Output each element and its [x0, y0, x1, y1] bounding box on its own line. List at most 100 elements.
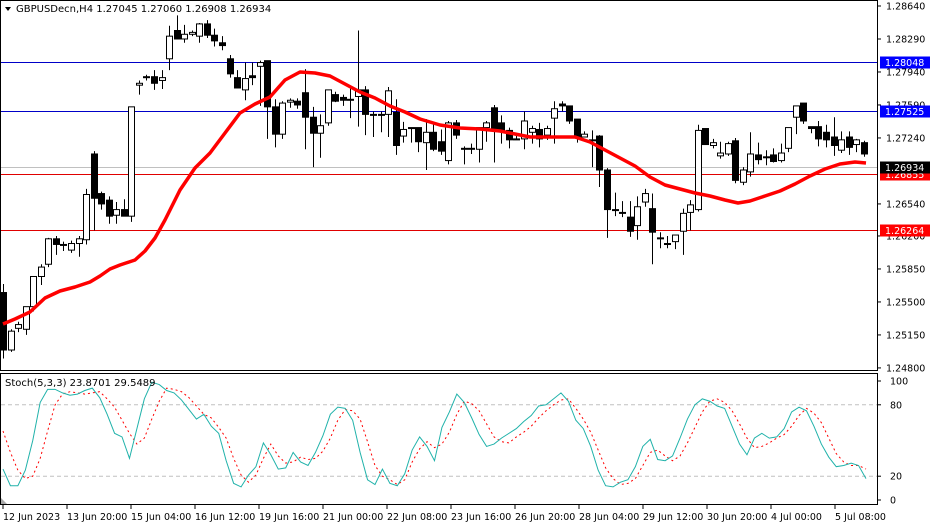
time-tick-label: 4 Jul 00:00 — [771, 512, 822, 523]
bull-candle — [778, 152, 785, 162]
bear-candle — [755, 154, 762, 161]
bear-candle — [649, 208, 656, 233]
bull-candle — [544, 128, 551, 136]
bear-candle — [461, 147, 468, 150]
time-tick-label: 23 Jun 16:00 — [451, 512, 511, 523]
bear-candle — [846, 136, 853, 148]
bear-candle — [732, 140, 739, 181]
bear-candle — [121, 209, 128, 217]
bull-candle — [242, 78, 249, 91]
chart-title: GBPUSDecn,H4 1.27045 1.27060 1.26908 1.2… — [5, 4, 271, 15]
bear-candle — [566, 105, 573, 122]
stoch-levels — [1, 404, 877, 477]
time-tick-label: 15 Jun 04:00 — [131, 512, 191, 523]
bull-candle — [695, 129, 702, 211]
bear-candle — [430, 131, 437, 150]
bull-candle — [634, 206, 641, 227]
bull-candle — [529, 128, 536, 133]
bear-candle — [211, 34, 218, 42]
bull-candle — [680, 212, 687, 232]
bear-candle — [294, 100, 301, 106]
bull-candle — [23, 306, 30, 330]
stoch-tick-label: 100 — [890, 377, 908, 388]
stoch-axis: 100 80 20 0 — [877, 377, 908, 507]
bear-candle — [800, 102, 807, 122]
bear-candle — [53, 238, 60, 245]
bull-candle — [710, 142, 717, 146]
bull-candle — [279, 102, 286, 135]
bull-candle — [513, 138, 520, 141]
bear-candle — [264, 60, 271, 108]
bear-candle — [227, 58, 234, 75]
title-text: GBPUSDecn,H4 1.27045 1.27060 1.26908 1.2… — [16, 4, 271, 15]
bull-candle — [196, 23, 203, 37]
collapse-triangle-icon[interactable] — [5, 7, 11, 11]
bull-candle — [408, 127, 415, 130]
bull-candle — [68, 243, 75, 251]
time-tick-label: 16 Jun 12:00 — [195, 512, 255, 523]
time-tick-label: 30 Jun 20:00 — [707, 512, 767, 523]
bull-candle — [400, 128, 407, 137]
bull-candle — [672, 234, 679, 243]
bear-candle — [702, 128, 709, 146]
bull-candle — [423, 131, 430, 144]
bear-candle — [151, 76, 158, 84]
bear-candle — [861, 142, 868, 155]
bull-candle — [181, 33, 188, 40]
time-tick-label: 26 Jun 20:00 — [515, 512, 575, 523]
bull-candle — [287, 99, 294, 103]
price-tick-label: 1.27240 — [886, 133, 925, 144]
moving-average-line — [2, 70, 867, 326]
bull-candle — [725, 143, 732, 155]
bear-candle — [370, 113, 377, 116]
price-level-labels: 1.28048 1.27525 1.26855 1.26264 1.26934 — [880, 56, 930, 237]
bull-candle — [717, 152, 724, 157]
bull-candle — [113, 209, 120, 216]
bear-candle — [98, 193, 105, 205]
bear-candle — [272, 106, 279, 135]
bear-candle — [91, 153, 98, 199]
price-tick-label: 1.24800 — [886, 363, 925, 374]
bear-candle — [596, 135, 603, 171]
bull-candle — [740, 169, 747, 183]
bear-candle — [438, 141, 445, 152]
scroll-corner-icon[interactable] — [1, 498, 7, 504]
bull-candle — [747, 153, 754, 173]
stoch-main-line — [2, 381, 867, 488]
bull-candle — [521, 120, 528, 140]
level-label-bg — [880, 56, 930, 69]
price-tick-label: 1.26540 — [886, 199, 925, 210]
bear-candle — [347, 98, 354, 101]
price-tick-label: 1.28640 — [886, 2, 925, 13]
bull-candle — [257, 62, 264, 67]
bull-candle — [838, 139, 845, 151]
time-tick-label: 29 Jun 12:00 — [643, 512, 703, 523]
bear-candle — [415, 127, 422, 143]
time-axis: 12 Jun 2023 13 Jun 20:00 15 Jun 04:00 16 Ju… — [2, 505, 886, 523]
bear-candle — [249, 75, 256, 79]
bull-candle — [128, 106, 135, 217]
price-tick-label: 1.28290 — [886, 34, 925, 45]
level-label: 1.27525 — [885, 107, 924, 118]
price-tick-label: 1.26200 — [886, 231, 925, 242]
bull-candle — [642, 193, 649, 203]
bull-candle — [785, 127, 792, 149]
bull-candle — [612, 209, 619, 212]
bear-candle — [332, 94, 339, 102]
bull-candle — [189, 31, 196, 35]
level-label: 1.26264 — [885, 226, 924, 237]
time-tick-label: 5 Jul 08:00 — [835, 512, 886, 523]
bull-candle — [159, 77, 166, 81]
stoch-signal-line — [2, 387, 867, 486]
bull-candle — [551, 108, 558, 119]
stoch-tick-label: 0 — [890, 496, 896, 507]
bull-candle — [763, 156, 770, 159]
bear-candle — [302, 92, 309, 118]
horizontal-levels[interactable] — [1, 62, 877, 231]
bear-candle — [770, 154, 777, 163]
bull-candle — [38, 266, 45, 277]
bear-candle — [174, 30, 181, 40]
bull-candle — [619, 211, 626, 214]
bull-candle — [483, 122, 490, 129]
